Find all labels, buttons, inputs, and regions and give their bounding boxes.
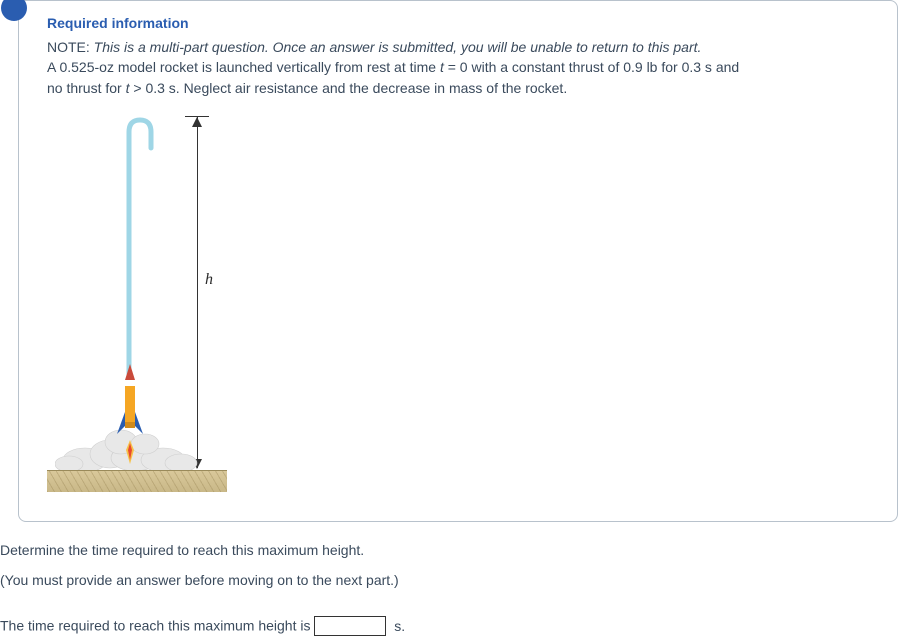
required-info-panel: Required information NOTE: This is a mul… bbox=[18, 0, 898, 522]
question-hint: (You must provide an answer before movin… bbox=[0, 572, 898, 588]
rocket-icon bbox=[119, 364, 141, 444]
note-italic-text: This is a multi-part question. Once an a… bbox=[94, 39, 702, 55]
note-prefix: NOTE: bbox=[47, 39, 94, 55]
answer-prefix: The time required to reach this maximum … bbox=[0, 618, 310, 634]
body-2b: > 0.3 s. Neglect air resistance and the … bbox=[129, 80, 567, 96]
ground-hatch bbox=[47, 471, 227, 492]
question-prompt: Determine the time required to reach thi… bbox=[0, 542, 898, 558]
rocket-diagram: h bbox=[47, 112, 227, 492]
body-1: A 0.525-oz model rocket is launched vert… bbox=[47, 59, 440, 75]
answer-line: The time required to reach this maximum … bbox=[0, 616, 898, 636]
trajectory-path bbox=[107, 114, 167, 374]
required-info-title: Required information bbox=[47, 15, 877, 31]
note-line: NOTE: This is a multi-part question. Onc… bbox=[47, 37, 877, 57]
answer-input[interactable] bbox=[314, 616, 386, 636]
body-eq-rest: = 0 with a constant thrust of 0.9 lb for… bbox=[444, 59, 739, 75]
dim-arrow-up bbox=[189, 116, 205, 128]
body-2a: no thrust for bbox=[47, 80, 126, 96]
answer-unit: s. bbox=[394, 618, 405, 634]
problem-statement: A 0.525-oz model rocket is launched vert… bbox=[47, 57, 877, 98]
ground bbox=[47, 470, 227, 492]
height-label: h bbox=[205, 271, 213, 289]
question-section: Determine the time required to reach thi… bbox=[0, 542, 906, 636]
